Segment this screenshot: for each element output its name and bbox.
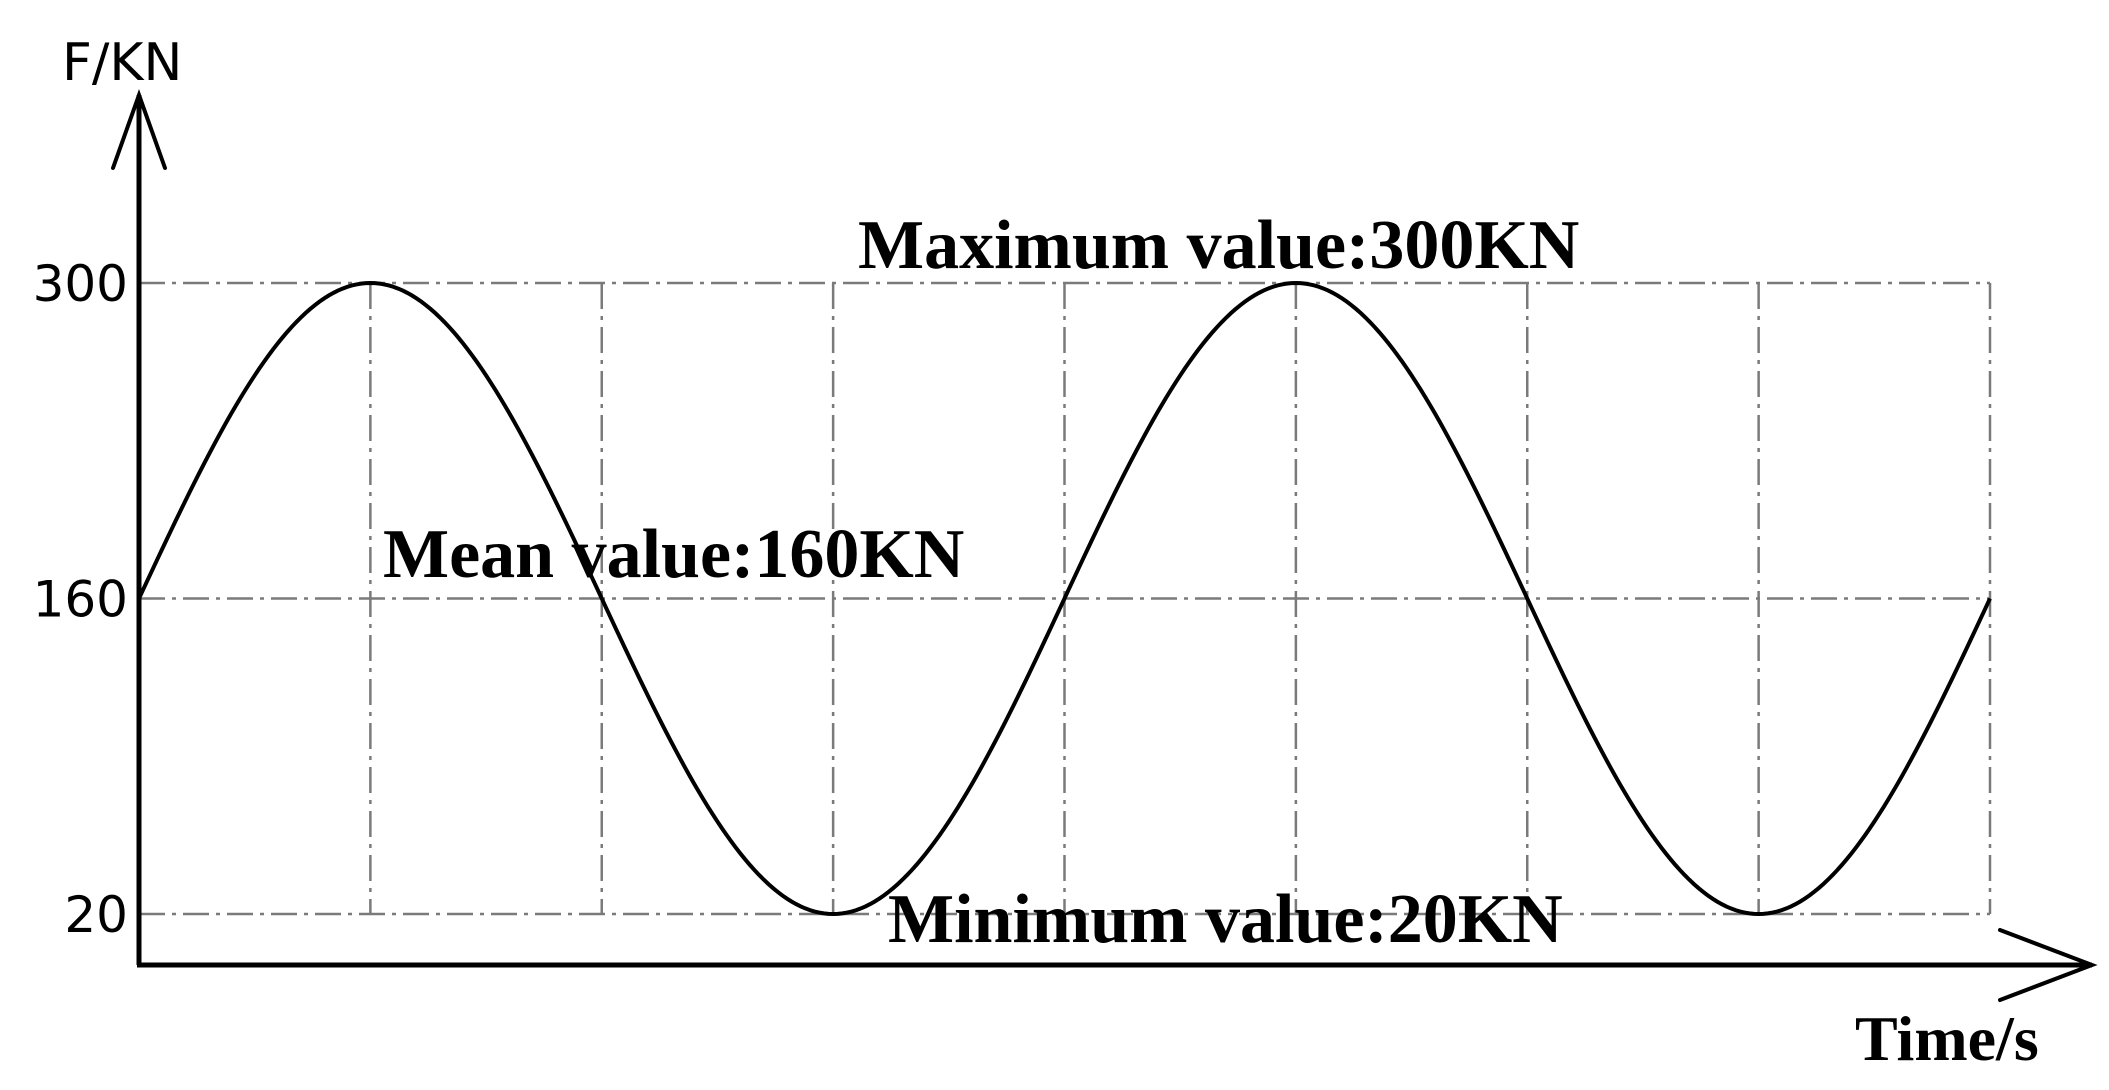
- y-tick-label: 300: [33, 255, 128, 313]
- x-axis-title: Time/s: [1855, 1003, 2039, 1074]
- y-axis-title: F/KN: [62, 33, 182, 93]
- x-axis-arrow-icon: [1998, 928, 2098, 1002]
- y-tick-label: 20: [64, 886, 128, 944]
- y-ticks: 300 160 20: [33, 255, 128, 944]
- axes: [111, 89, 2098, 1002]
- y-axis-arrow-icon: [111, 89, 167, 170]
- force-curve: [137, 280, 1992, 917]
- max-value-annotation: Maximum value:300KN: [858, 207, 1579, 284]
- series-layer: [137, 280, 1992, 917]
- y-tick-label: 160: [33, 571, 128, 629]
- min-value-annotation: Minimum value:20KN: [888, 881, 1563, 958]
- mean-value-annotation: Mean value:160KN: [383, 516, 964, 593]
